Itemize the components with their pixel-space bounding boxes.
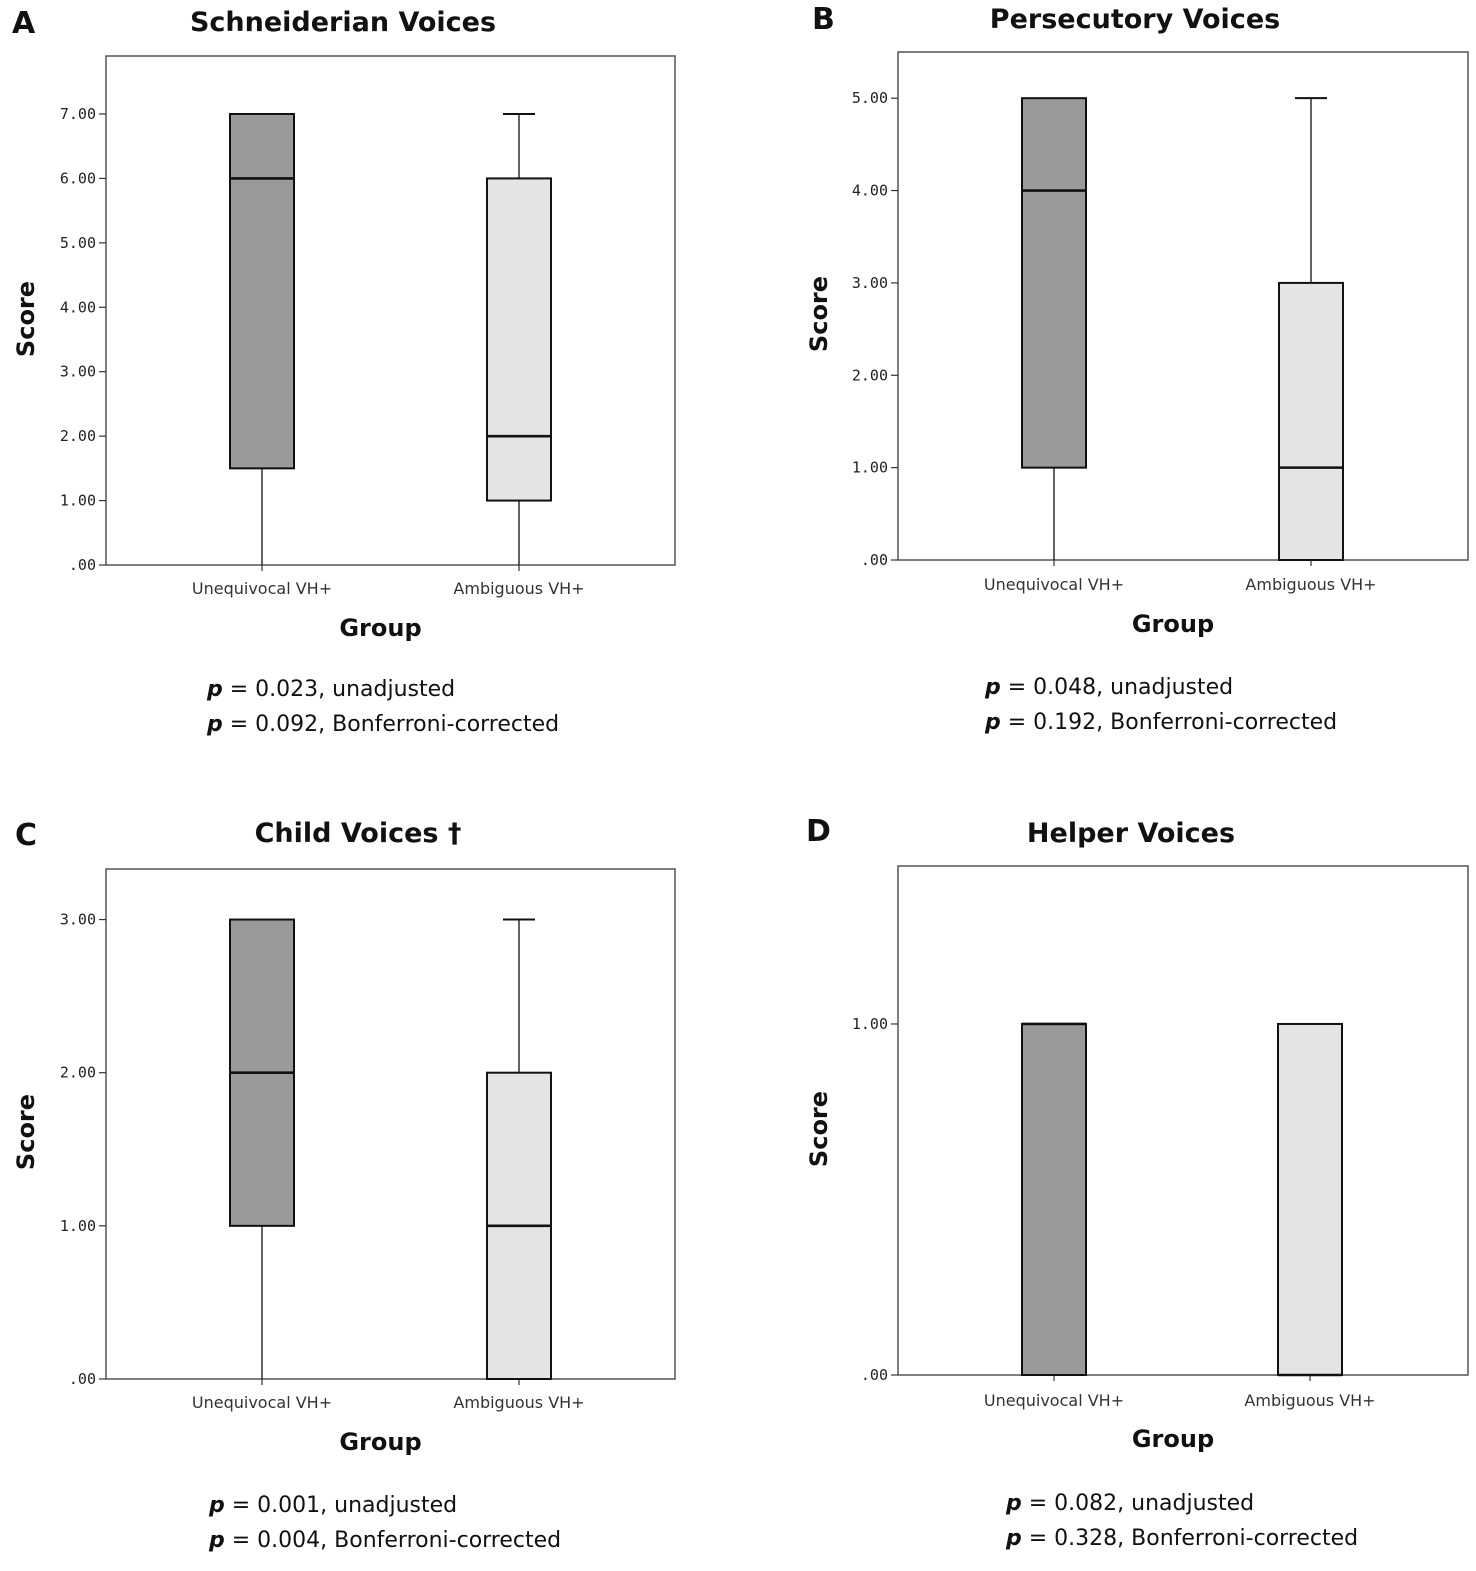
- p-values: p = 0.082, unadjusted p = 0.328, Bonferr…: [1006, 1486, 1358, 1556]
- p-corrected: = 0.092, Bonferroni-corrected: [229, 712, 560, 737]
- y-axis-title: Score: [805, 276, 833, 352]
- boxplot-chart: .00 1.00 2.00 3.00 Score Group Unequivocal VH+…: [12, 868, 676, 1456]
- p-values: p = 0.048, unadjusted p = 0.192, Bonferr…: [985, 670, 1337, 740]
- box: [229, 112, 295, 470]
- panel-letter: A: [12, 6, 36, 41]
- p-symbol: p: [1006, 1491, 1022, 1516]
- y-tick-label: 1.00: [852, 1015, 888, 1033]
- panel-letter: C: [15, 818, 38, 853]
- boxplot-chart: .00 1.00 2.00 3.00 4.00 5.00 Score Group Unequiv…: [805, 51, 1469, 638]
- box: [1021, 1022, 1087, 1376]
- p-symbol: p: [209, 1493, 225, 1518]
- x-axis-title: Group: [339, 614, 421, 642]
- boxplot-chart: .00 1.00 2.00 3.00 4.00 5.00 6.00 7.00 Score Grou…: [12, 55, 676, 642]
- y-tick-label: 5.00: [60, 234, 96, 252]
- y-tick-label: 5.00: [852, 89, 888, 107]
- box: [1278, 281, 1344, 561]
- y-tick-label: .00: [861, 551, 888, 569]
- y-axis-title: Score: [805, 1091, 833, 1167]
- p-values: p = 0.023, unadjusted p = 0.092, Bonferr…: [207, 672, 559, 742]
- y-tick-label: 1.00: [852, 459, 888, 477]
- p-symbol: p: [209, 1528, 225, 1553]
- plot-frame: [897, 865, 1469, 1376]
- y-axis-title: Score: [12, 281, 40, 357]
- y-tick-label: 3.00: [60, 911, 96, 929]
- panel-title: Child Voices †: [254, 818, 462, 849]
- p-symbol: p: [985, 675, 1001, 700]
- box: [1021, 97, 1087, 469]
- y-tick-label: 2.00: [852, 366, 888, 384]
- x-category-label: Unequivocal VH+: [984, 575, 1124, 594]
- panel-letter: D: [806, 814, 831, 849]
- panel-title: Helper Voices: [1026, 818, 1236, 849]
- p-corrected: = 0.004, Bonferroni-corrected: [231, 1528, 562, 1553]
- y-tick-label: 2.00: [60, 427, 96, 445]
- y-tick-label: .00: [861, 1366, 888, 1384]
- box: [486, 177, 552, 502]
- x-axis-title: Group: [339, 1428, 421, 1456]
- x-category-label: Ambiguous VH+: [453, 1393, 584, 1412]
- panel-title: Persecutory Voices: [989, 4, 1281, 35]
- x-category-label: Ambiguous VH+: [1244, 1391, 1375, 1410]
- plot-frame: [105, 868, 676, 1380]
- p-corrected: = 0.192, Bonferroni-corrected: [1007, 710, 1338, 735]
- y-tick-label: 3.00: [852, 274, 888, 292]
- y-tick-label: 4.00: [60, 298, 96, 316]
- plot-frame: [105, 55, 676, 566]
- x-axis-title: Group: [1132, 1425, 1214, 1453]
- x-category-label: Ambiguous VH+: [1245, 575, 1376, 594]
- y-tick-label: 7.00: [60, 105, 96, 123]
- p-unadjusted: = 0.048, unadjusted: [1007, 675, 1234, 700]
- y-tick-label: 2.00: [60, 1064, 96, 1082]
- p-symbol: p: [1006, 1526, 1022, 1551]
- x-category-label: Unequivocal VH+: [192, 579, 332, 598]
- y-tick-label: 4.00: [852, 182, 888, 200]
- p-symbol: p: [985, 710, 1001, 735]
- p-values: p = 0.001, unadjusted p = 0.004, Bonferr…: [209, 1488, 561, 1558]
- p-unadjusted: = 0.082, unadjusted: [1028, 1491, 1255, 1516]
- p-symbol: p: [207, 677, 223, 702]
- p-unadjusted: = 0.023, unadjusted: [229, 677, 456, 702]
- y-tick-label: 1.00: [60, 492, 96, 510]
- y-axis-title: Score: [12, 1094, 40, 1170]
- boxplot-chart: .00 1.00 Score Group Unequivocal VH+ Ambiguou…: [805, 865, 1469, 1453]
- panel-title: Schneiderian Voices: [189, 7, 497, 38]
- x-axis-title: Group: [1132, 610, 1214, 638]
- p-unadjusted: = 0.001, unadjusted: [231, 1493, 458, 1518]
- y-tick-label: 6.00: [60, 169, 96, 187]
- x-category-label: Ambiguous VH+: [453, 579, 584, 598]
- y-tick-label: 3.00: [60, 363, 96, 381]
- y-tick-label: .00: [69, 1370, 96, 1388]
- box: [1277, 1022, 1343, 1376]
- y-tick-label: .00: [69, 556, 96, 574]
- panel-letter: B: [812, 2, 835, 37]
- x-category-label: Unequivocal VH+: [192, 1393, 332, 1412]
- p-symbol: p: [207, 712, 223, 737]
- p-corrected: = 0.328, Bonferroni-corrected: [1028, 1526, 1359, 1551]
- y-tick-label: 1.00: [60, 1217, 96, 1235]
- x-category-label: Unequivocal VH+: [984, 1391, 1124, 1410]
- plot-frame: [897, 51, 1469, 561]
